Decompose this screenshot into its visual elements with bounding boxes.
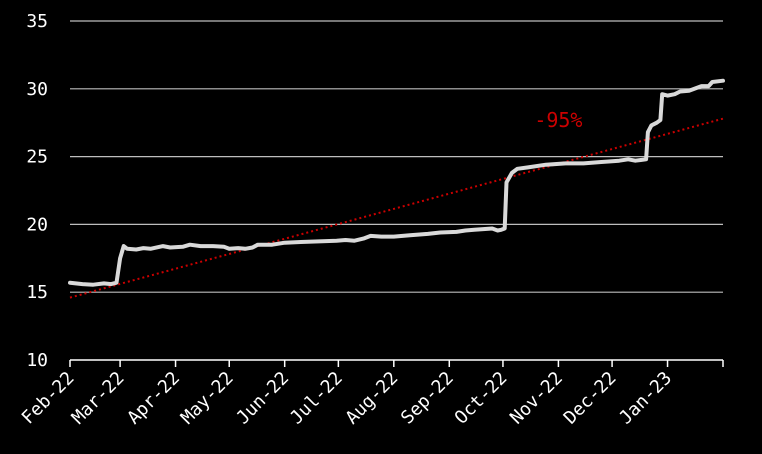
y-tick-label: 30 [26, 79, 48, 100]
y-tick-label: 25 [26, 147, 48, 168]
annotation-label: -95% [534, 108, 582, 132]
y-tick-label: 10 [26, 350, 48, 371]
y-axis: 10 15 20 25 30 35 [26, 11, 48, 371]
series-line [68, 78, 725, 287]
plot-area [68, 78, 725, 299]
y-tick-label: 35 [26, 11, 48, 32]
y-tick-label: 20 [26, 214, 48, 235]
annotations: -95% [534, 108, 582, 132]
y-tick-label: 15 [26, 282, 48, 303]
gridlines [70, 20, 723, 293]
